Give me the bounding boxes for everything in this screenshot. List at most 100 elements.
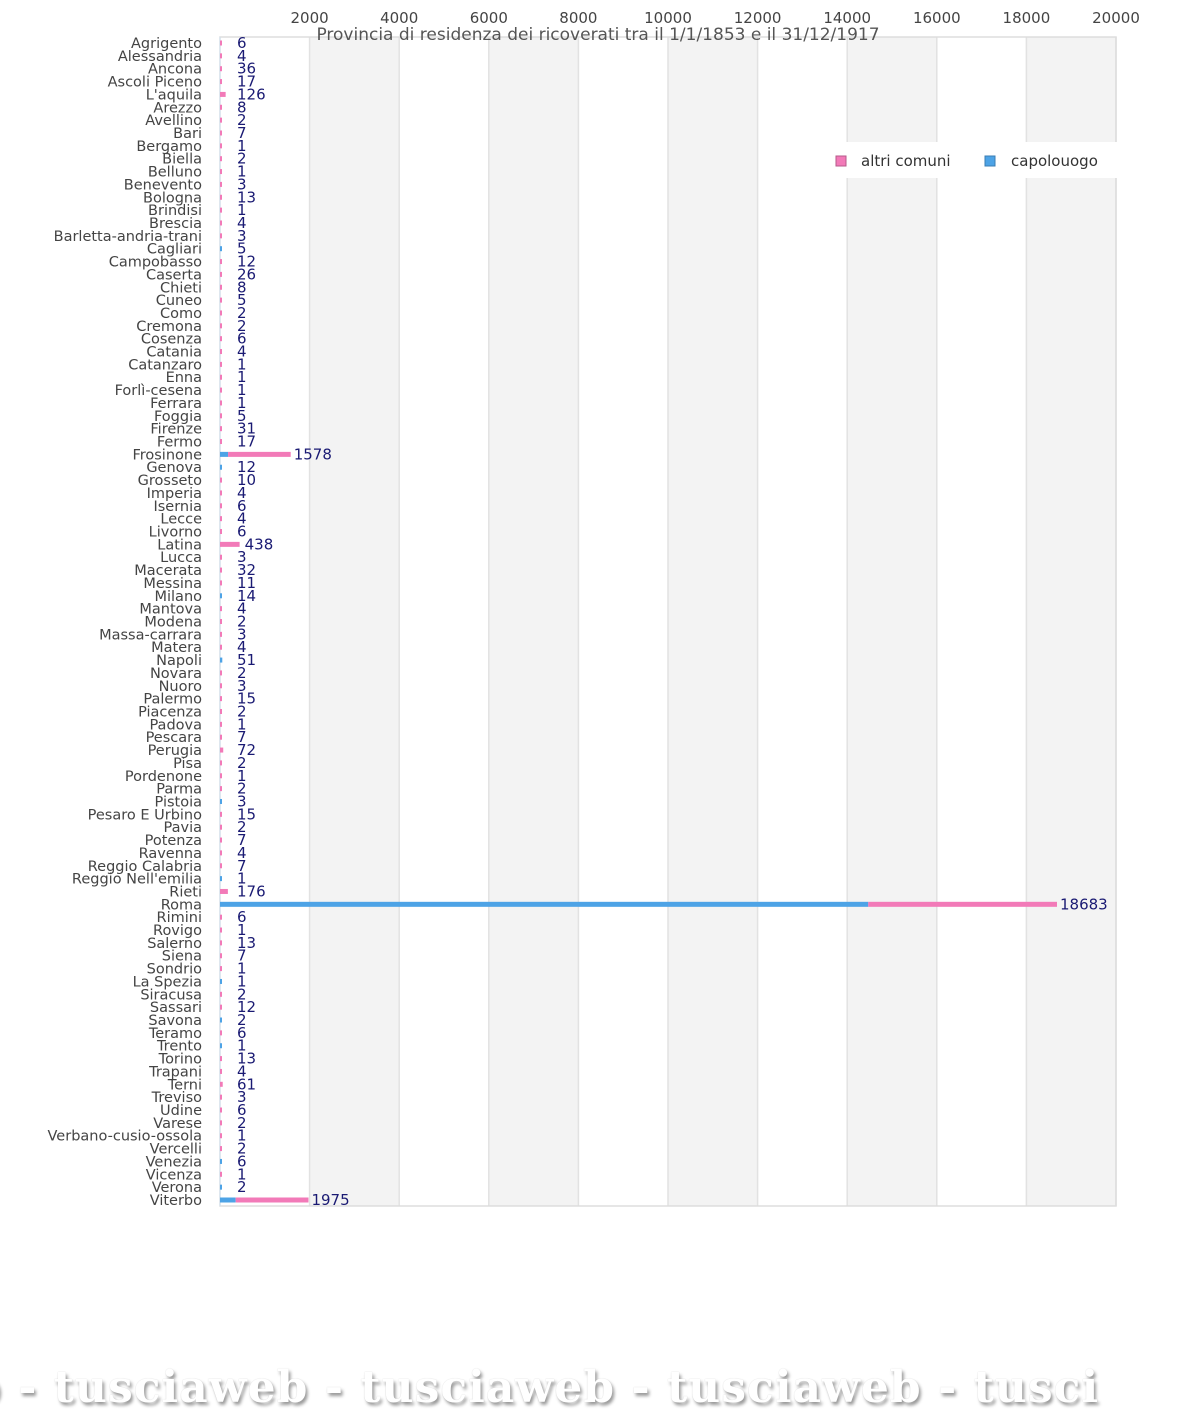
grid-band: [488, 37, 579, 1206]
value-label: 3: [237, 1088, 247, 1106]
bar-altri-comuni: [220, 349, 222, 355]
category-label: La Spezia: [133, 974, 202, 990]
bars: [220, 40, 1057, 1203]
bar-altri-comuni: [220, 181, 222, 187]
value-label: 1: [237, 715, 247, 733]
category-label: Perugia: [148, 743, 202, 759]
bar-altri-comuni: [220, 104, 222, 110]
value-label: 10: [237, 471, 256, 489]
value-label: 1: [237, 972, 247, 990]
value-label: 1: [237, 960, 247, 978]
bar-capoluogo: [220, 451, 229, 457]
value-label: 5: [237, 240, 247, 258]
category-label: Caserta: [146, 267, 202, 283]
bar-altri-comuni: [220, 953, 222, 959]
value-label: 6: [237, 908, 247, 926]
x-tick-label: 12000: [734, 9, 782, 27]
bar-altri-comuni: [220, 297, 222, 303]
category-label: Ancona: [148, 62, 202, 78]
grid-band: [578, 37, 668, 1206]
category-label: Teramo: [148, 1026, 202, 1042]
value-label: 1: [237, 921, 247, 939]
bar-altri-comuni: [220, 708, 222, 714]
value-label: 17: [237, 433, 256, 451]
value-label: 1: [237, 870, 247, 888]
value-label: 6: [237, 330, 247, 348]
value-label: 7: [237, 728, 247, 746]
value-label: 1: [237, 394, 247, 412]
bar-altri-comuni: [220, 477, 222, 483]
category-label: Treviso: [151, 1090, 202, 1106]
bar-capoluogo: [220, 246, 222, 252]
value-label: 4: [237, 47, 247, 65]
x-axis-ticks: 2000 4000 6000 8000 10000 12000 14000 16000 1800…: [291, 9, 1140, 27]
value-label: 2: [237, 1178, 247, 1196]
value-label: 6: [237, 523, 247, 541]
bar-altri-comuni: [220, 567, 222, 573]
bar-altri-comuni: [220, 490, 222, 496]
category-label: Reggio Nell'emilia: [72, 872, 202, 888]
category-label: Potenza: [145, 833, 202, 849]
category-label: Reggio Calabria: [88, 859, 202, 875]
category-label: Belluno: [148, 165, 202, 181]
value-labels: 6436171268271213131435122685226411115311…: [237, 34, 1108, 1209]
bar-altri-comuni: [220, 117, 222, 123]
category-label: Arezzo: [153, 100, 202, 116]
category-label: Modena: [144, 615, 202, 631]
grid-band: [936, 37, 1027, 1206]
bar-altri-comuni: [220, 850, 222, 856]
category-label: Como: [160, 306, 202, 322]
grid-band: [1026, 37, 1116, 1206]
value-label: 2: [237, 985, 247, 1003]
category-label: Avellino: [145, 113, 202, 129]
x-tick-label: 10000: [644, 9, 692, 27]
bar-altri-comuni: [220, 966, 222, 972]
category-label: Trento: [156, 1039, 202, 1055]
category-label: Agrigento: [131, 36, 202, 52]
bar-altri-comuni: [220, 271, 222, 277]
bar-altri-comuni: [220, 79, 222, 85]
category-label: Savona: [148, 1013, 202, 1029]
category-label: Sassari: [150, 1000, 202, 1016]
bar-altri-comuni: [220, 786, 222, 792]
bar-altri-comuni: [220, 426, 222, 432]
value-label: 3: [237, 227, 247, 245]
bar-altri-comuni: [220, 1146, 222, 1152]
value-label: 2: [237, 702, 247, 720]
category-label: Rovigo: [153, 923, 202, 939]
category-label: Parma: [156, 782, 202, 798]
bar-altri-comuni: [220, 824, 222, 830]
category-label: Ravenna: [139, 846, 202, 862]
bar-altri-comuni: [220, 259, 222, 265]
legend-label-capoluogo: capolouogo: [1011, 152, 1098, 170]
category-label: Macerata: [134, 563, 202, 579]
value-label: 126: [237, 85, 266, 103]
x-tick-label: 8000: [559, 9, 597, 27]
value-label: 1: [237, 137, 247, 155]
bar-altri-comuni: [220, 734, 222, 740]
grid-band: [399, 37, 489, 1206]
value-label: 6: [237, 1152, 247, 1170]
category-label: Catania: [146, 345, 202, 361]
category-label: L'aquila: [146, 87, 202, 103]
bar-capoluogo: [220, 657, 223, 663]
bar-altri-comuni: [220, 631, 222, 637]
category-label: Chieti: [160, 280, 202, 296]
category-label: Cuneo: [156, 293, 202, 309]
category-label: Salerno: [147, 936, 202, 952]
value-label: 8: [237, 278, 247, 296]
value-label: 36: [237, 60, 256, 78]
value-label: 11: [237, 574, 256, 592]
bar-altri-comuni: [220, 503, 222, 509]
legend-label-altri-comuni: altri comuni: [861, 152, 951, 170]
value-label: 6: [237, 34, 247, 52]
value-label: 6: [237, 1101, 247, 1119]
category-label: Massa-carrara: [99, 627, 202, 643]
bar-altri-comuni: [220, 40, 222, 46]
grid-band: [847, 37, 937, 1206]
category-label: Foggia: [154, 409, 202, 425]
bar-altri-comuni: [220, 529, 222, 535]
bar-altri-comuni: [220, 233, 222, 239]
x-tick-label: 2000: [291, 9, 329, 27]
category-label: Udine: [160, 1103, 202, 1119]
